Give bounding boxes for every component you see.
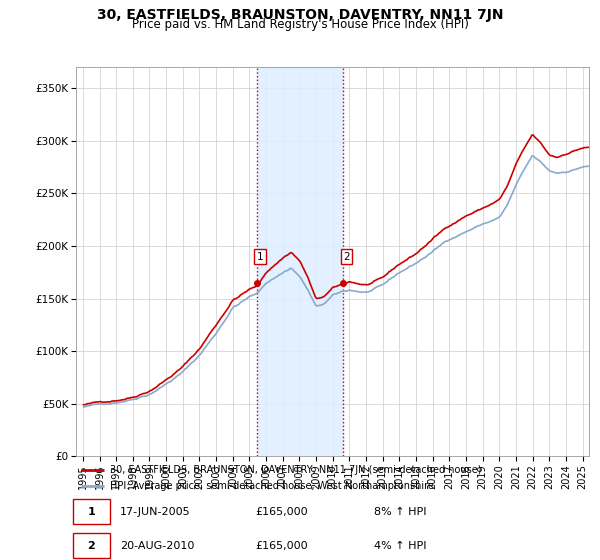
FancyBboxPatch shape	[73, 533, 110, 558]
Text: Price paid vs. HM Land Registry's House Price Index (HPI): Price paid vs. HM Land Registry's House …	[131, 18, 469, 31]
FancyBboxPatch shape	[73, 499, 110, 524]
Text: 30, EASTFIELDS, BRAUNSTON, DAVENTRY, NN11 7JN (semi-detached house): 30, EASTFIELDS, BRAUNSTON, DAVENTRY, NN1…	[110, 465, 481, 475]
Text: 8% ↑ HPI: 8% ↑ HPI	[374, 507, 426, 516]
Bar	[257, 67, 343, 456]
Text: 17-JUN-2005: 17-JUN-2005	[120, 507, 190, 516]
Text: 1: 1	[87, 507, 95, 516]
Text: £165,000: £165,000	[256, 541, 308, 550]
Text: 2: 2	[343, 251, 350, 262]
Text: 30, EASTFIELDS, BRAUNSTON, DAVENTRY, NN11 7JN: 30, EASTFIELDS, BRAUNSTON, DAVENTRY, NN1…	[97, 8, 503, 22]
Text: £165,000: £165,000	[256, 507, 308, 516]
Text: 1: 1	[257, 251, 264, 262]
Text: 2: 2	[87, 541, 95, 550]
Text: 4% ↑ HPI: 4% ↑ HPI	[374, 541, 426, 550]
Text: HPI: Average price, semi-detached house, West Northamptonshire: HPI: Average price, semi-detached house,…	[110, 480, 433, 491]
Text: 20-AUG-2010: 20-AUG-2010	[120, 541, 194, 550]
